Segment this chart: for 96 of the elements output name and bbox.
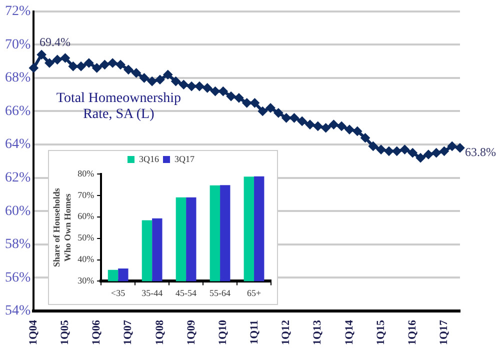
point	[116, 60, 125, 69]
point	[416, 154, 425, 162]
y-tick-label: 60%	[4, 204, 31, 219]
point	[29, 64, 38, 72]
y-tick-label: 66%	[4, 104, 31, 119]
x-tick-label: 1Q07	[122, 319, 134, 346]
point	[210, 86, 220, 96]
point	[250, 98, 260, 108]
point	[353, 126, 362, 136]
point	[329, 120, 338, 129]
point	[282, 114, 291, 122]
point	[164, 70, 172, 79]
x-tick-label: 65+	[246, 288, 262, 298]
point	[234, 94, 244, 102]
x-tick-label: 1Q05	[59, 319, 72, 346]
y-tick-label: 70%	[78, 190, 95, 200]
y-tick-label: 58%	[4, 237, 31, 252]
legend-label: 3Q16	[139, 154, 160, 164]
x-tick-label: 1Q11	[248, 320, 261, 344]
point	[203, 84, 212, 92]
x-tick-label: 45-54	[176, 288, 198, 298]
point	[376, 145, 386, 154]
point	[298, 116, 306, 126]
point	[456, 144, 464, 152]
point	[242, 98, 252, 108]
point	[345, 125, 354, 134]
y-tick-label: 30%	[78, 276, 95, 286]
point	[187, 82, 196, 91]
point	[274, 108, 283, 118]
x-tick-label: 1Q15	[374, 319, 387, 346]
point	[258, 106, 267, 116]
x-tick-label: 1Q06	[90, 319, 103, 346]
x-tick-label: 1Q16	[406, 319, 418, 346]
point	[400, 145, 410, 154]
point	[140, 74, 148, 82]
annotation: Total Homeownership Rate, SA (L)	[56, 91, 181, 122]
point	[368, 142, 378, 150]
point	[124, 65, 133, 74]
x-tick-label: 1Q17	[438, 319, 450, 346]
point	[314, 122, 322, 131]
point	[384, 146, 394, 156]
data-label: 69.4%	[40, 34, 71, 49]
point	[424, 150, 433, 159]
y-tick-label: 80%	[78, 168, 95, 178]
y-tick-label: 50%	[78, 232, 95, 243]
point	[266, 104, 275, 112]
point	[408, 148, 417, 158]
point	[92, 64, 102, 72]
point	[392, 146, 402, 156]
point	[76, 62, 86, 71]
x-tick-label: 1Q09	[185, 319, 198, 346]
y-tick-label: 72%	[4, 4, 31, 20]
y-tick-label: 54%	[4, 304, 31, 319]
point	[37, 50, 46, 59]
y-tick-label: 62%	[4, 170, 31, 186]
point	[108, 58, 117, 68]
point	[179, 80, 188, 89]
point	[321, 124, 330, 132]
y-axis-title: Share of Households Who Own Homes	[52, 188, 73, 268]
y-tick-label: 68%	[4, 70, 31, 86]
point	[100, 60, 110, 69]
point	[53, 55, 62, 64]
x-tick-label: 1Q10	[216, 319, 229, 346]
point	[171, 76, 180, 86]
x-tick-label: 1Q04	[28, 319, 40, 346]
point	[132, 68, 141, 78]
point	[306, 120, 314, 129]
y-tick-label: 70%	[4, 37, 31, 52]
x-tick-label: 1Q14	[343, 319, 356, 346]
point	[148, 76, 156, 86]
y-tick-label: 64%	[4, 137, 31, 152]
point	[448, 142, 456, 150]
point	[360, 134, 370, 142]
legend-label: 3Q17	[174, 154, 195, 164]
point	[60, 54, 70, 62]
x-tick-label: 35-44	[142, 288, 164, 298]
point	[45, 58, 54, 68]
y-tick-label: 60%	[78, 211, 95, 222]
point	[84, 58, 94, 68]
x-tick-label: <35	[111, 288, 126, 298]
point	[337, 122, 346, 131]
x-tick-label: 1Q12	[280, 319, 292, 346]
point	[156, 75, 164, 84]
point	[440, 146, 449, 156]
x-tick-label: 55-64	[210, 288, 232, 298]
y-tick-label: 56%	[4, 270, 31, 286]
x-tick-label: 1Q08	[154, 319, 166, 346]
point	[226, 92, 236, 101]
point	[218, 86, 228, 96]
point	[68, 62, 78, 71]
x-tick-label: 1Q13	[312, 319, 324, 346]
point	[432, 148, 441, 158]
data-label: 63.8%	[465, 145, 496, 160]
y-tick-label: 40%	[78, 254, 95, 264]
point	[290, 114, 298, 122]
point	[195, 82, 204, 91]
